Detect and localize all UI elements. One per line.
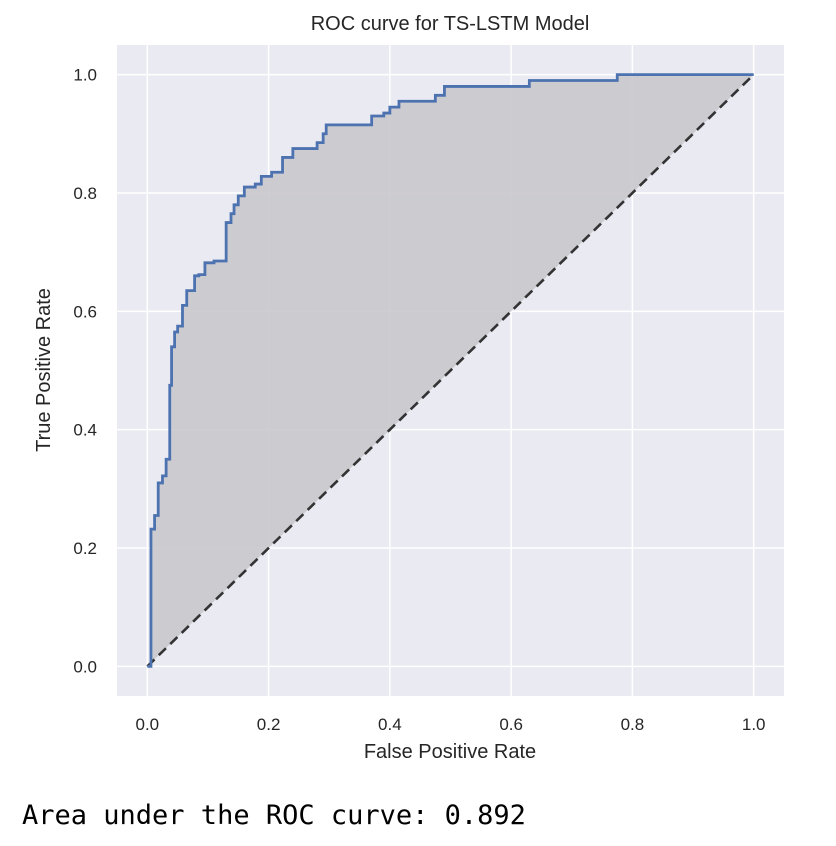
chart-marks <box>146 73 755 668</box>
auc-output-text: Area under the ROC curve: 0.892 <box>22 800 526 831</box>
y-tick-label: 0.2 <box>73 539 97 558</box>
y-tick-label: 1.0 <box>73 66 97 85</box>
x-tick-label: 1.0 <box>742 715 766 734</box>
x-tick-label: 0.0 <box>135 715 159 734</box>
y-tick-label: 0.0 <box>73 657 97 676</box>
x-tick-label: 0.2 <box>257 715 281 734</box>
x-tick-label: 0.8 <box>621 715 645 734</box>
y-tick-label: 0.8 <box>73 184 97 203</box>
chance-diagonal-line <box>146 73 755 668</box>
x-tick-labels: 0.0 0.2 0.4 0.6 0.8 1.0 <box>135 715 765 734</box>
x-tick-label: 0.6 <box>499 715 523 734</box>
auc-shaded-area <box>147 74 754 667</box>
roc-chart: ROC curve for TS-LSTM Model 0.0 0.2 0.4 0.6… <box>33 13 784 763</box>
y-tick-labels: 0.0 0.2 0.4 0.6 0.8 1.0 <box>73 66 97 677</box>
x-tick-label: 0.4 <box>378 715 402 734</box>
roc-curve-line <box>147 73 754 668</box>
chart-title: ROC curve for TS-LSTM Model <box>311 13 590 35</box>
y-tick-label: 0.4 <box>73 421 97 440</box>
x-axis-label: False Positive Rate <box>364 741 536 763</box>
y-tick-label: 0.6 <box>73 302 97 321</box>
y-axis-label: True Positive Rate <box>33 288 55 452</box>
